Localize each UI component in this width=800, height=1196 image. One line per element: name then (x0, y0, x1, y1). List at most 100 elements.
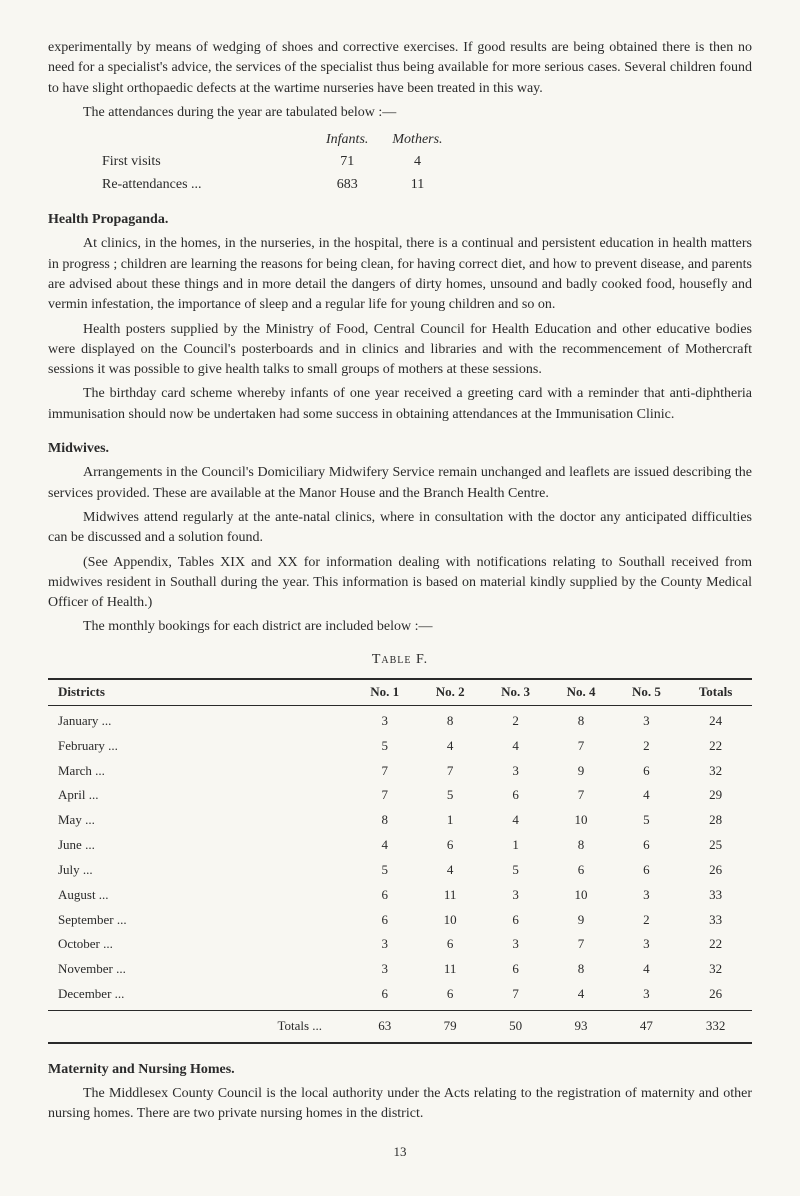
row-value: 7 (548, 932, 613, 957)
row-value: 32 (679, 759, 752, 784)
row-value: 4 (483, 734, 548, 759)
table-f: Districts No. 1 No. 2 No. 3 No. 4 No. 5 … (48, 678, 752, 1044)
row-value: 6 (614, 858, 679, 883)
row-value: 11 (417, 957, 482, 982)
row-value: 7 (483, 982, 548, 1010)
row-value: 6 (352, 982, 417, 1010)
row-value: 7 (352, 783, 417, 808)
row-value: 6 (417, 982, 482, 1010)
maternity-p1: The Middlesex County Council is the loca… (48, 1084, 752, 1125)
row-label: November ... (48, 957, 352, 982)
row-value: 5 (483, 858, 548, 883)
midwives-heading: Midwives. (48, 439, 752, 459)
table-row: July ...5456626 (48, 858, 752, 883)
col-mothers: Mothers. (380, 129, 454, 151)
intro-p1: experimentally by means of wedging of sh… (48, 38, 752, 99)
row-value: 28 (679, 808, 752, 833)
row-value: 7 (548, 734, 613, 759)
row-value: 8 (548, 833, 613, 858)
row-value: 11 (417, 883, 482, 908)
row-value: 9 (548, 908, 613, 933)
table-row: December ...6674326 (48, 982, 752, 1010)
row-value: 5 (614, 808, 679, 833)
row-value: 6 (417, 833, 482, 858)
row-value: 3 (483, 759, 548, 784)
table-row: February ...5447222 (48, 734, 752, 759)
intro-p2: The attendances during the year are tabu… (48, 103, 752, 123)
row-value: 2 (614, 908, 679, 933)
col-infants: Infants. (314, 129, 380, 151)
row-value: 8 (548, 705, 613, 733)
row-value: 3 (614, 883, 679, 908)
page-number: 13 (48, 1143, 752, 1162)
table-row: June ...4618625 (48, 833, 752, 858)
row-infants: 71 (314, 151, 380, 173)
table-f-caption: Table F. (48, 650, 752, 670)
row-label: February ... (48, 734, 352, 759)
row-value: 24 (679, 705, 752, 733)
row-value: 6 (417, 932, 482, 957)
th-no1: No. 1 (352, 679, 417, 705)
row-value: 3 (352, 957, 417, 982)
row-value: 1 (483, 833, 548, 858)
table-header-row: Districts No. 1 No. 2 No. 3 No. 4 No. 5 … (48, 679, 752, 705)
row-value: 3 (483, 932, 548, 957)
row-value: 3 (614, 932, 679, 957)
row-value: 3 (483, 883, 548, 908)
midwives-p1: Arrangements in the Council's Domiciliar… (48, 463, 752, 504)
row-infants: 683 (314, 174, 380, 196)
row-value: 25 (679, 833, 752, 858)
row-value: 10 (548, 808, 613, 833)
row-value: 9 (548, 759, 613, 784)
row-label: Re-attendances ... (90, 174, 314, 196)
row-value: 5 (417, 783, 482, 808)
totals-v5: 47 (614, 1010, 679, 1042)
row-mothers: 4 (380, 151, 454, 173)
totals-v4: 93 (548, 1010, 613, 1042)
midwives-p4: The monthly bookings for each district a… (48, 617, 752, 637)
row-value: 8 (548, 957, 613, 982)
row-value: 7 (548, 783, 613, 808)
row-value: 3 (352, 932, 417, 957)
th-totals: Totals (679, 679, 752, 705)
row-value: 6 (614, 759, 679, 784)
blank (90, 129, 314, 151)
row-value: 33 (679, 908, 752, 933)
row-value: 10 (417, 908, 482, 933)
row-label: July ... (48, 858, 352, 883)
row-label: May ... (48, 808, 352, 833)
row-label: October ... (48, 932, 352, 957)
row-value: 26 (679, 982, 752, 1010)
midwives-p3: (See Appendix, Tables XIX and XX for inf… (48, 553, 752, 614)
row-value: 6 (483, 957, 548, 982)
totals-label: Totals ... (48, 1010, 352, 1042)
row-label: April ... (48, 783, 352, 808)
th-no4: No. 4 (548, 679, 613, 705)
row-value: 7 (352, 759, 417, 784)
row-value: 4 (614, 783, 679, 808)
row-value: 3 (614, 705, 679, 733)
table-row: April ...7567429 (48, 783, 752, 808)
midwives-p2: Midwives attend regularly at the ante-na… (48, 508, 752, 549)
row-value: 5 (352, 858, 417, 883)
row-label: August ... (48, 883, 352, 908)
row-value: 6 (483, 908, 548, 933)
row-value: 6 (614, 833, 679, 858)
table-row: November ...31168432 (48, 957, 752, 982)
attendance-row: First visits 71 4 (90, 151, 455, 173)
row-value: 1 (417, 808, 482, 833)
row-value: 2 (483, 705, 548, 733)
th-districts: Districts (48, 679, 352, 705)
table-row: October ...3637322 (48, 932, 752, 957)
health-propaganda-p2: Health posters supplied by the Ministry … (48, 320, 752, 381)
row-label: June ... (48, 833, 352, 858)
table-row: August ...611310333 (48, 883, 752, 908)
table-totals-row: Totals ... 63 79 50 93 47 332 (48, 1010, 752, 1042)
totals-vt: 332 (679, 1010, 752, 1042)
table-row: March ...7739632 (48, 759, 752, 784)
row-value: 4 (417, 858, 482, 883)
row-value: 4 (483, 808, 548, 833)
row-value: 3 (614, 982, 679, 1010)
row-mothers: 11 (380, 174, 454, 196)
row-value: 8 (417, 705, 482, 733)
